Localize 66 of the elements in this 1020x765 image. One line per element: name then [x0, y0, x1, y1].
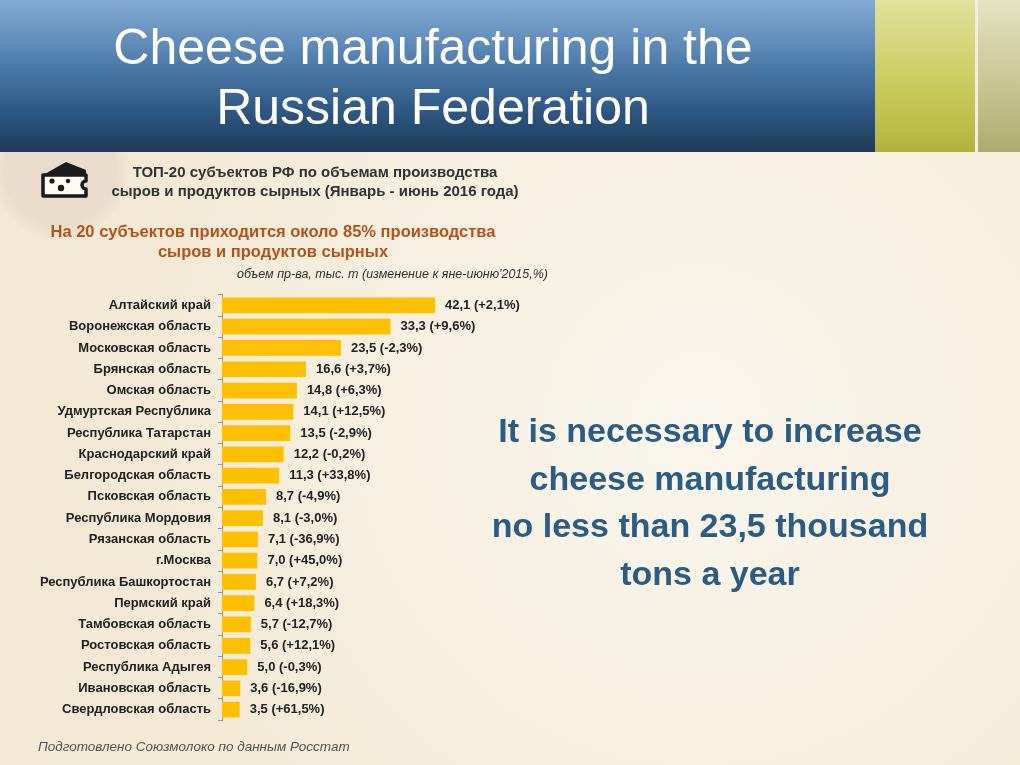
y-tick-label: Алтайский край — [108, 297, 211, 313]
bar — [222, 637, 251, 654]
data-label: 6,4 (+18,3%) — [264, 594, 340, 610]
y-tick-label: Краснодарский край — [78, 445, 211, 461]
bar — [222, 340, 341, 356]
data-label: 16,6 (+3,7%) — [316, 360, 391, 376]
bar — [222, 382, 297, 399]
y-tick-label: Удмуртская Республика — [57, 403, 212, 419]
data-label: 14,8 (+6,3%) — [306, 382, 382, 398]
x-axis-title: объем пр-ва, тыс. т (изменение к яне-июню'2015,%) — [235, 266, 548, 282]
bar — [222, 616, 251, 633]
y-tick-label: Пермский край — [114, 594, 211, 610]
bar — [222, 297, 436, 314]
chart-subtitle: ТОП-20 субъектов РФ по объемам производства сыров и продуктов сырных (Январь - июнь 2016 года) — [110, 162, 520, 200]
y-tick-label: Воронежская область — [68, 318, 211, 334]
bar — [222, 552, 258, 569]
data-label: 5,6 (+12,1%) — [260, 637, 336, 653]
text: Подготовлено Союзмолоко по данным Росстат — [38, 738, 350, 755]
data-label: 7,1 (-36,9%) — [267, 530, 340, 546]
y-tick-label: Республика Мордовия — [65, 509, 211, 525]
y-tick-label: Рязанская область — [88, 530, 211, 546]
y-tick-label: Брянская область — [93, 360, 211, 376]
bar — [222, 659, 248, 675]
y-tick-label: Псковская область — [87, 488, 212, 504]
bar — [222, 446, 284, 463]
y-tick-label: Республика Адыгея — [83, 658, 211, 674]
text: It is necessary to increase cheese manufacturing no less than 23,5 thousand tons a year — [490, 410, 930, 594]
y-tick-label: Республика Татарстан — [66, 424, 211, 440]
data-label: 5,7 (-12,7%) — [260, 616, 333, 632]
data-label: 42,1 (+2,1%) — [445, 297, 520, 313]
bar — [222, 574, 256, 590]
text: На 20 субъектов приходится около 85% производства сыров и продуктов сырных — [49, 221, 497, 261]
bar — [222, 425, 291, 441]
y-tick-label: Республика Башкортостан — [39, 573, 211, 589]
bar — [222, 361, 306, 378]
data-label: 8,7 (-4,9%) — [276, 488, 341, 504]
bar — [222, 467, 280, 484]
data-label: 7,0 (+45,0%) — [267, 552, 343, 568]
chart-title: Cheese manufacturing in the Russian Federation — [112, 18, 754, 137]
y-tick-label: Свердловская область — [62, 701, 212, 717]
data-label: 11,3 (+33,8%) — [289, 467, 371, 483]
y-tick-label: Московская область — [78, 339, 211, 355]
bar — [222, 489, 267, 505]
y-tick-label: Ростовская область — [80, 637, 211, 653]
bar — [222, 403, 294, 420]
bar — [222, 680, 241, 697]
y-tick-label: Омская область — [106, 382, 211, 398]
data-label: 3,5 (+61,5%) — [249, 701, 325, 717]
y-tick-label: Тамбовская область — [78, 616, 211, 632]
data-label: 6,7 (+7,2%) — [265, 573, 334, 589]
bar — [222, 701, 240, 718]
data-label: 12,2 (-0,2%) — [293, 445, 366, 461]
data-label: 23,5 (-2,3%) — [350, 339, 423, 355]
data-label: 3,6 (-16,9%) — [250, 679, 322, 695]
bar — [222, 510, 263, 527]
data-label: 8,1 (-3,0%) — [272, 509, 338, 525]
y-tick-label: г.Москва — [155, 552, 212, 568]
data-label: 14,1 (+12,5%) — [303, 403, 386, 419]
bar — [222, 595, 255, 612]
bar — [222, 318, 391, 335]
data-label: 5,0 (-0,3%) — [257, 658, 322, 674]
y-tick-label: Ивановская область — [78, 679, 211, 695]
data-label: 13,5 (-2,9%) — [300, 424, 372, 440]
bar — [222, 531, 258, 548]
y-tick-label: Белгородская область — [64, 467, 211, 483]
data-label: 33,3 (+9,6%) — [400, 318, 476, 334]
